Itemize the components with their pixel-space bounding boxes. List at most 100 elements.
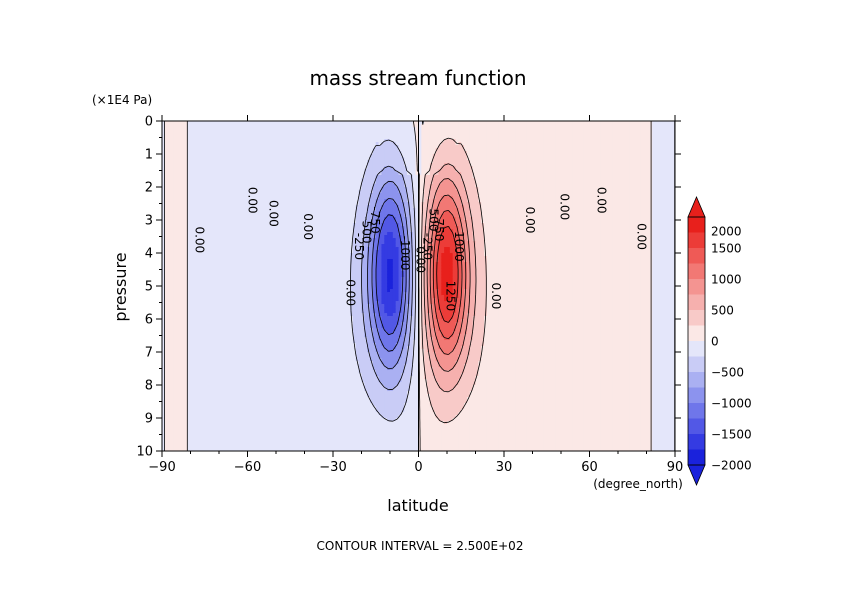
field-cell: [162, 310, 166, 314]
field-cell: [193, 442, 197, 446]
field-cell: [181, 121, 186, 125]
field-cell: [167, 145, 172, 149]
field-cell: [190, 283, 194, 287]
field-cell: [164, 307, 169, 311]
field-cell: [196, 184, 200, 188]
field-cell: [193, 298, 197, 302]
field-cell: [196, 436, 200, 440]
field-cell: [164, 223, 169, 227]
field-cell: [176, 208, 180, 212]
field-cell: [176, 424, 180, 428]
field-cell: [164, 436, 169, 440]
field-cell: [167, 388, 172, 392]
field-cell: [164, 136, 169, 140]
field-cell: [176, 163, 180, 167]
field-cell: [173, 436, 177, 440]
field-cell: [162, 223, 166, 227]
field-cell: [190, 214, 194, 218]
field-cell: [184, 136, 189, 140]
field-cell: [190, 208, 194, 212]
field-cell: [184, 124, 189, 128]
field-cell: [170, 367, 174, 371]
field-cell: [181, 148, 186, 152]
field-cell: [196, 319, 200, 323]
field-cell: [173, 208, 177, 212]
field-cell: [190, 217, 194, 221]
field-cell: [190, 157, 194, 161]
field-cell: [162, 397, 166, 401]
field-cell: [173, 439, 177, 443]
field-cell: [190, 184, 194, 188]
field-cell: [167, 160, 172, 164]
field-cell: [170, 256, 174, 260]
field-cell: [179, 124, 183, 128]
field-cell: [164, 259, 169, 263]
field-cell: [187, 361, 192, 365]
field-cell: [167, 313, 172, 317]
field-cell: [170, 292, 174, 296]
field-cell: [170, 148, 174, 152]
field-cell: [181, 409, 186, 413]
field-cell: [170, 127, 174, 131]
field-cell: [184, 244, 189, 248]
field-cell: [179, 241, 183, 245]
field-cell: [199, 136, 203, 140]
field-cell: [170, 397, 174, 401]
field-cell: [164, 325, 169, 329]
field-cell: [193, 220, 197, 224]
field-cell: [164, 370, 169, 374]
field-cell: [190, 205, 194, 209]
field-cell: [190, 442, 194, 446]
field-cell: [190, 415, 194, 419]
field-cell: [164, 190, 169, 194]
field-cell: [170, 163, 174, 167]
field-cell: [173, 265, 177, 269]
field-cell: [193, 283, 197, 287]
field-cell: [162, 325, 166, 329]
field-cell: [162, 148, 166, 152]
field-cell: [162, 154, 166, 158]
field-cell: [173, 352, 177, 356]
field-cell: [196, 148, 200, 152]
field-cell: [190, 280, 194, 284]
field-cell: [179, 436, 183, 440]
field-cell: [196, 343, 200, 347]
field-cell: [196, 157, 200, 161]
field-cell: [199, 199, 203, 203]
field-cell: [193, 406, 197, 410]
field-cell: [199, 211, 203, 215]
field-cell: [196, 340, 200, 344]
field-cell: [190, 145, 194, 149]
field-cell: [196, 268, 200, 272]
field-cell: [193, 391, 197, 395]
field-cell: [187, 265, 192, 269]
field-cell: [187, 409, 192, 413]
field-cell: [187, 187, 192, 191]
field-cell: [173, 250, 177, 254]
field-cell: [167, 187, 172, 191]
field-cell: [167, 148, 172, 152]
field-cell: [164, 205, 169, 209]
field-cell: [190, 364, 194, 368]
field-cell: [170, 319, 174, 323]
field-cell: [193, 448, 197, 451]
field-cell: [170, 325, 174, 329]
field-cell: [164, 256, 169, 260]
field-cell: [190, 124, 194, 128]
field-cell: [173, 157, 177, 161]
field-cell: [170, 364, 174, 368]
field-cell: [162, 238, 166, 242]
field-cell: [196, 133, 200, 137]
field-cell: [176, 205, 180, 209]
field-cell: [190, 241, 194, 245]
field-cell: [162, 166, 166, 170]
field-cell: [196, 406, 200, 410]
field-cell: [167, 385, 172, 389]
field-cell: [164, 421, 169, 425]
field-cell: [196, 280, 200, 284]
field-cell: [190, 409, 194, 413]
field-cell: [164, 376, 169, 380]
field-cell: [176, 223, 180, 227]
field-cell: [193, 427, 197, 431]
field-cell: [179, 337, 183, 341]
